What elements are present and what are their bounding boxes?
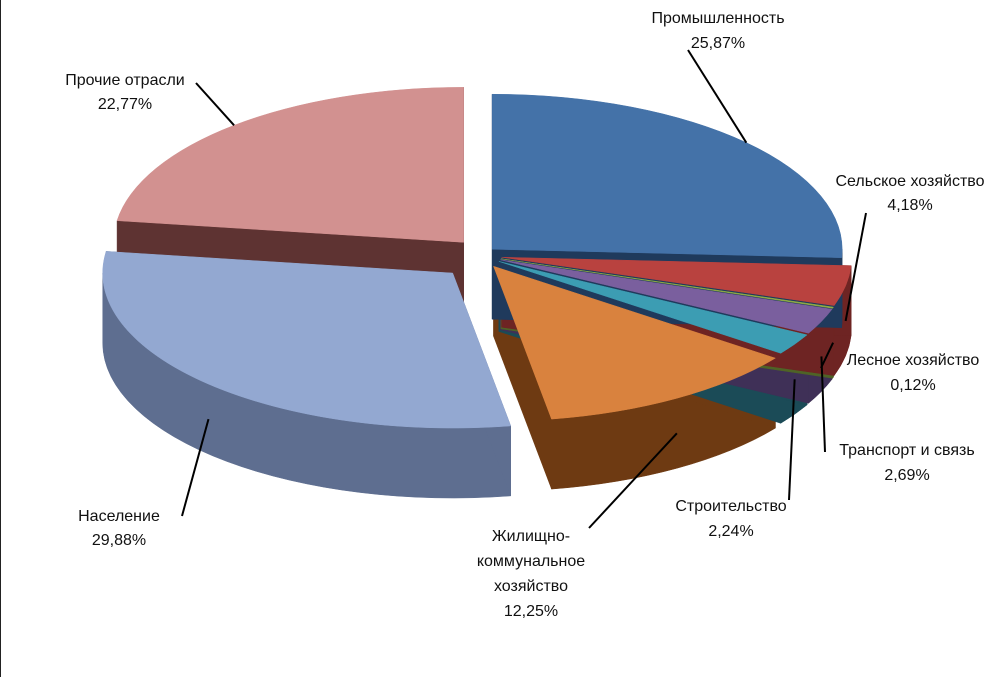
pie-slice-zhkh [493,265,776,420]
value-prochie-otrasli: 22,77% [98,96,152,113]
label-zhkh-line3: хозяйство [494,578,568,595]
label-zhkh-line1: Жилищно- [492,528,570,545]
leader-line-selskoe-hozyaystvo [844,212,867,322]
pie-slice-promyshlennost [491,93,843,258]
label-lesnoe-hozyaystvo: Лесное хозяйство [847,352,980,369]
label-naselenie: Население [78,508,160,525]
value-lesnoe-hozyaystvo: 0,12% [890,377,935,394]
label-zhkh-line2: коммунальное [477,553,585,570]
value-promyshlennost: 25,87% [691,35,745,52]
frame-left-border [0,0,1,677]
label-prochie-otrasli: Прочие отрасли [65,72,185,89]
pie-slice-tops [102,87,852,429]
leader-line-naselenie [181,418,210,517]
leader-line-zhkh [588,432,678,529]
leader-line-prochie-otrasli [195,82,235,126]
value-stroitelstvo: 2,24% [708,523,753,540]
leader-line-promyshlennost [687,49,748,144]
pie-slice-naselenie [102,251,512,429]
label-transport-svyaz: Транспорт и связь [839,442,974,459]
pie-slice-prochie-otrasli [116,87,464,243]
leader-line-stroitelstvo [788,379,796,501]
value-transport-svyaz: 2,69% [884,467,929,484]
value-zhkh: 12,25% [504,603,558,620]
value-naselenie: 29,88% [92,532,146,549]
pie-slice-selskoe-hozyaystvo [501,256,852,306]
pie-slice-stroitelstvo [498,261,808,354]
pie-slice-transport-svyaz [500,259,833,334]
label-stroitelstvo: Строительство [675,498,786,515]
leader-lines [181,49,867,529]
value-selskoe-hozyaystvo: 4,18% [887,197,932,214]
pie-slice-lesnoe-hozyaystvo [500,258,834,309]
label-selskoe-hozyaystvo: Сельское хозяйство [835,173,984,190]
leader-line-transport-svyaz [820,356,826,453]
label-promyshlennost: Промышленность [651,10,784,27]
leader-line-lesnoe-hozyaystvo [820,342,834,369]
